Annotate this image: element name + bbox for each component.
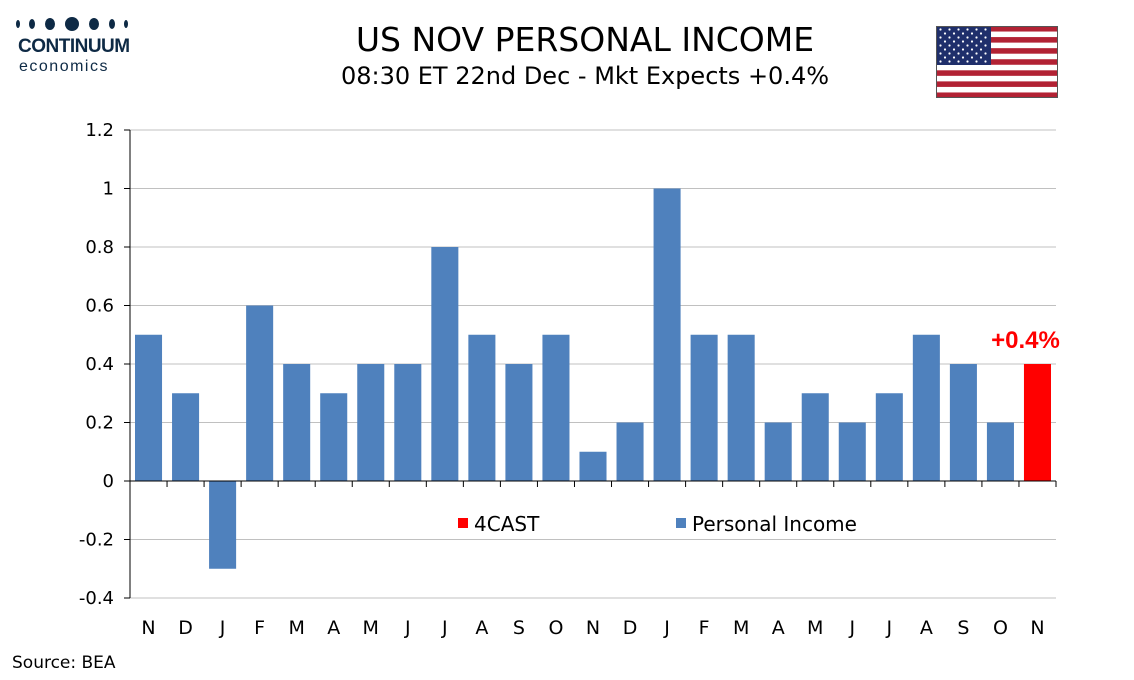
y-tick-label-3: 0.2 (85, 413, 114, 434)
x-tick-label-5: A (327, 617, 340, 639)
y-tick-label-4: 0.4 (85, 354, 114, 375)
us-flag-icon (936, 26, 1058, 98)
x-tick-label-10: S (513, 617, 525, 639)
x-tick-label-21: A (920, 617, 933, 639)
y-tick-label-1: -0.2 (79, 530, 114, 551)
y-tick-label-6: 0.8 (85, 237, 114, 258)
legend-label-1: Personal Income (692, 512, 857, 536)
bars (135, 188, 1051, 569)
x-tick-label-9: A (475, 617, 488, 639)
x-tick-label-14: J (663, 617, 670, 639)
bar-personal-income-2 (209, 481, 237, 569)
bar-personal-income-18 (801, 393, 829, 481)
tick-labels: -0.4-0.200.20.40.60.811.2N D J F M A M J J A S O N D J… (79, 120, 1045, 639)
legend: 4CAST Personal Income (458, 512, 857, 536)
bar-personal-income-11 (542, 334, 570, 481)
x-tick-label-0: N (141, 617, 155, 639)
bar-personal-income-5 (320, 393, 348, 481)
bar-personal-income-17 (764, 422, 792, 481)
bar-personal-income-9 (468, 334, 496, 481)
bar-personal-income-8 (431, 247, 459, 481)
chart-subtitle: 08:30 ET 22nd Dec - Mkt Expects +0.4% (340, 62, 830, 90)
x-tick-label-2: J (219, 617, 226, 639)
bar-personal-income-13 (616, 422, 644, 481)
bar-personal-income-23 (986, 422, 1014, 481)
x-tick-label-15: F (699, 617, 710, 639)
x-tick-label-3: F (254, 617, 265, 639)
legend-swatch-0 (458, 518, 468, 528)
bar-personal-income-3 (246, 305, 274, 481)
source-note: Source: BEA (12, 653, 116, 673)
company-logo: CONTINUUM economics (14, 14, 134, 75)
bar-personal-income-14 (653, 188, 681, 481)
x-tick-label-7: J (404, 617, 411, 639)
y-tick-label-0: -0.4 (79, 588, 114, 609)
x-tick-label-1: D (178, 617, 193, 639)
x-tick-label-18: M (807, 617, 823, 639)
logo-tagline: economics (19, 58, 109, 75)
y-tick-label-7: 1 (103, 179, 114, 200)
axes (124, 129, 1057, 599)
x-tick-label-17: A (772, 617, 785, 639)
y-tick-label-5: 0.6 (85, 296, 114, 317)
x-tick-label-22: S (957, 617, 969, 639)
x-tick-label-4: M (288, 617, 304, 639)
legend-swatch-1 (676, 518, 686, 528)
logo-dots-icon (16, 17, 128, 31)
x-tick-label-24: N (1030, 617, 1044, 639)
bar-personal-income-21 (912, 334, 940, 481)
annotations: +0.4% (991, 327, 1060, 354)
bar-personal-income-0 (135, 334, 163, 481)
bar-personal-income-6 (357, 364, 385, 481)
bar-personal-income-1 (172, 393, 200, 481)
bar-4cast-24 (1023, 364, 1051, 481)
bar-personal-income-4 (283, 364, 311, 481)
y-tick-label-2: 0 (103, 471, 114, 492)
x-tick-label-6: M (363, 617, 379, 639)
logo-wordmark: CONTINUUM (18, 36, 130, 57)
x-tick-label-12: N (586, 617, 600, 639)
bar-personal-income-7 (394, 364, 422, 481)
legend-label-0: 4CAST (474, 512, 540, 536)
bar-personal-income-20 (875, 393, 903, 481)
x-tick-label-8: J (441, 617, 448, 639)
bar-personal-income-10 (505, 364, 533, 481)
x-tick-label-16: M (733, 617, 749, 639)
x-tick-label-13: D (623, 617, 638, 639)
x-tick-label-11: O (548, 617, 563, 639)
y-tick-label-8: 1.2 (85, 120, 114, 141)
bar-personal-income-15 (690, 334, 718, 481)
x-tick-label-19: J (848, 617, 855, 639)
chart-title: US NOV PERSONAL INCOME (355, 20, 815, 59)
bar-personal-income-16 (727, 334, 755, 481)
x-tick-label-20: J (886, 617, 893, 639)
bar-personal-income-19 (838, 422, 866, 481)
forecast-annotation: +0.4% (991, 327, 1060, 354)
x-tick-label-23: O (993, 617, 1008, 639)
bar-personal-income-12 (579, 451, 607, 481)
bar-personal-income-22 (949, 364, 977, 481)
